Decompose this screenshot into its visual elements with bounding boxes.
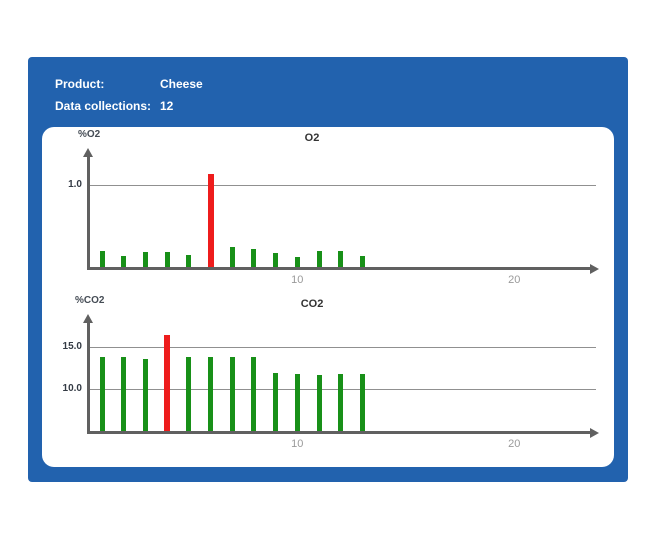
bar bbox=[316, 374, 322, 431]
bar bbox=[273, 253, 279, 267]
highlighted-bar bbox=[164, 335, 171, 431]
bar bbox=[186, 254, 192, 267]
product-data-panel: Product: Cheese Data collections: 12 O2%… bbox=[28, 57, 628, 482]
bar bbox=[359, 373, 365, 431]
co2-chart: CO2 %CO2 15.0 10.0 10 20 bbox=[42, 295, 614, 467]
bar bbox=[338, 373, 344, 431]
bar bbox=[338, 251, 344, 267]
bar bbox=[99, 357, 105, 431]
x-tick-label: 10 bbox=[291, 438, 304, 450]
y-axis-arrow-icon bbox=[82, 148, 93, 157]
chart-title: CO2 bbox=[300, 298, 324, 310]
product-label: Product: bbox=[55, 77, 105, 91]
bar bbox=[142, 252, 148, 267]
x-tick-label: 10 bbox=[291, 274, 304, 286]
chart-title: O2 bbox=[304, 132, 320, 144]
y-axis-line bbox=[87, 323, 90, 434]
bar bbox=[294, 373, 300, 431]
gridline-value-label: 10.0 bbox=[62, 383, 82, 394]
data-collections-value: 12 bbox=[160, 99, 174, 113]
bar bbox=[316, 251, 322, 267]
bar bbox=[99, 251, 105, 267]
bar bbox=[208, 357, 213, 431]
gridline-value-label: 15.0 bbox=[62, 341, 82, 352]
product-row: Product: Cheese bbox=[55, 77, 203, 91]
o2-chart: O2 %O2 1.0 10 20 bbox=[42, 127, 614, 297]
y-axis-label: %O2 bbox=[78, 129, 101, 140]
gridline bbox=[88, 347, 596, 348]
bar bbox=[273, 373, 279, 431]
gridline-value-label: 1.0 bbox=[68, 179, 82, 190]
data-collections-label: Data collections: bbox=[55, 99, 152, 113]
product-value: Cheese bbox=[160, 77, 203, 91]
highlighted-bar bbox=[207, 174, 214, 267]
bar bbox=[164, 252, 170, 267]
bar bbox=[251, 248, 257, 267]
gridline bbox=[88, 185, 596, 186]
bar bbox=[142, 358, 148, 431]
charts-panel: O2 %O2 1.0 10 20 CO2 %CO2 15.0 10.0 10 20 bbox=[42, 127, 614, 467]
x-axis-arrow-icon bbox=[590, 427, 599, 438]
x-tick-label: 20 bbox=[508, 274, 521, 286]
bar bbox=[121, 256, 127, 267]
bar bbox=[229, 247, 235, 267]
x-tick-label: 20 bbox=[508, 438, 521, 450]
y-axis-label: %CO2 bbox=[75, 295, 105, 306]
x-axis-line bbox=[87, 267, 590, 270]
data-collections-row: Data collections: 12 bbox=[55, 99, 173, 113]
y-axis-arrow-icon bbox=[82, 314, 93, 323]
bar bbox=[359, 255, 365, 267]
bar bbox=[121, 357, 127, 431]
bar bbox=[229, 357, 235, 431]
x-axis-line bbox=[87, 431, 590, 434]
bar bbox=[251, 357, 257, 431]
bar bbox=[294, 257, 300, 267]
bar bbox=[186, 357, 192, 431]
x-axis-arrow-icon bbox=[590, 263, 599, 274]
y-axis-line bbox=[87, 157, 90, 270]
